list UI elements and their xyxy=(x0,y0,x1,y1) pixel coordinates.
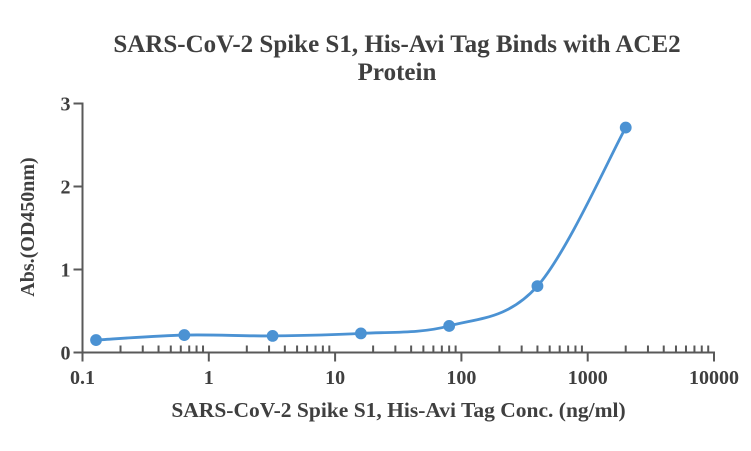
data-point-marker xyxy=(443,320,456,332)
y-tick-label: 0 xyxy=(61,343,71,365)
y-tick-label: 3 xyxy=(61,94,71,116)
data-point-marker xyxy=(90,334,102,346)
data-point-marker xyxy=(619,121,632,134)
data-point-marker xyxy=(354,327,367,340)
x-axis-title: SARS-CoV-2 Spike S1, His-Avi Tag Conc. (… xyxy=(171,398,626,422)
x-tick-label: 10000 xyxy=(689,367,739,389)
x-tick-label: 1000 xyxy=(568,367,608,389)
y-axis-title: Abs.(OD450nm) xyxy=(17,157,39,297)
series-line xyxy=(95,126,627,342)
data-point-marker xyxy=(266,330,279,342)
x-tick-label: 0.1 xyxy=(70,367,95,389)
y-tick-label: 1 xyxy=(61,260,71,282)
x-tick-label: 100 xyxy=(446,367,476,389)
x-tick-label: 10 xyxy=(325,367,345,389)
y-tick-label: 2 xyxy=(61,177,71,199)
chart-title: SARS-CoV-2 Spike S1, His-Avi Tag Binds w… xyxy=(113,31,681,86)
data-point-marker xyxy=(531,280,544,292)
data-point-marker xyxy=(178,329,191,341)
x-tick-label: 1 xyxy=(204,367,214,389)
